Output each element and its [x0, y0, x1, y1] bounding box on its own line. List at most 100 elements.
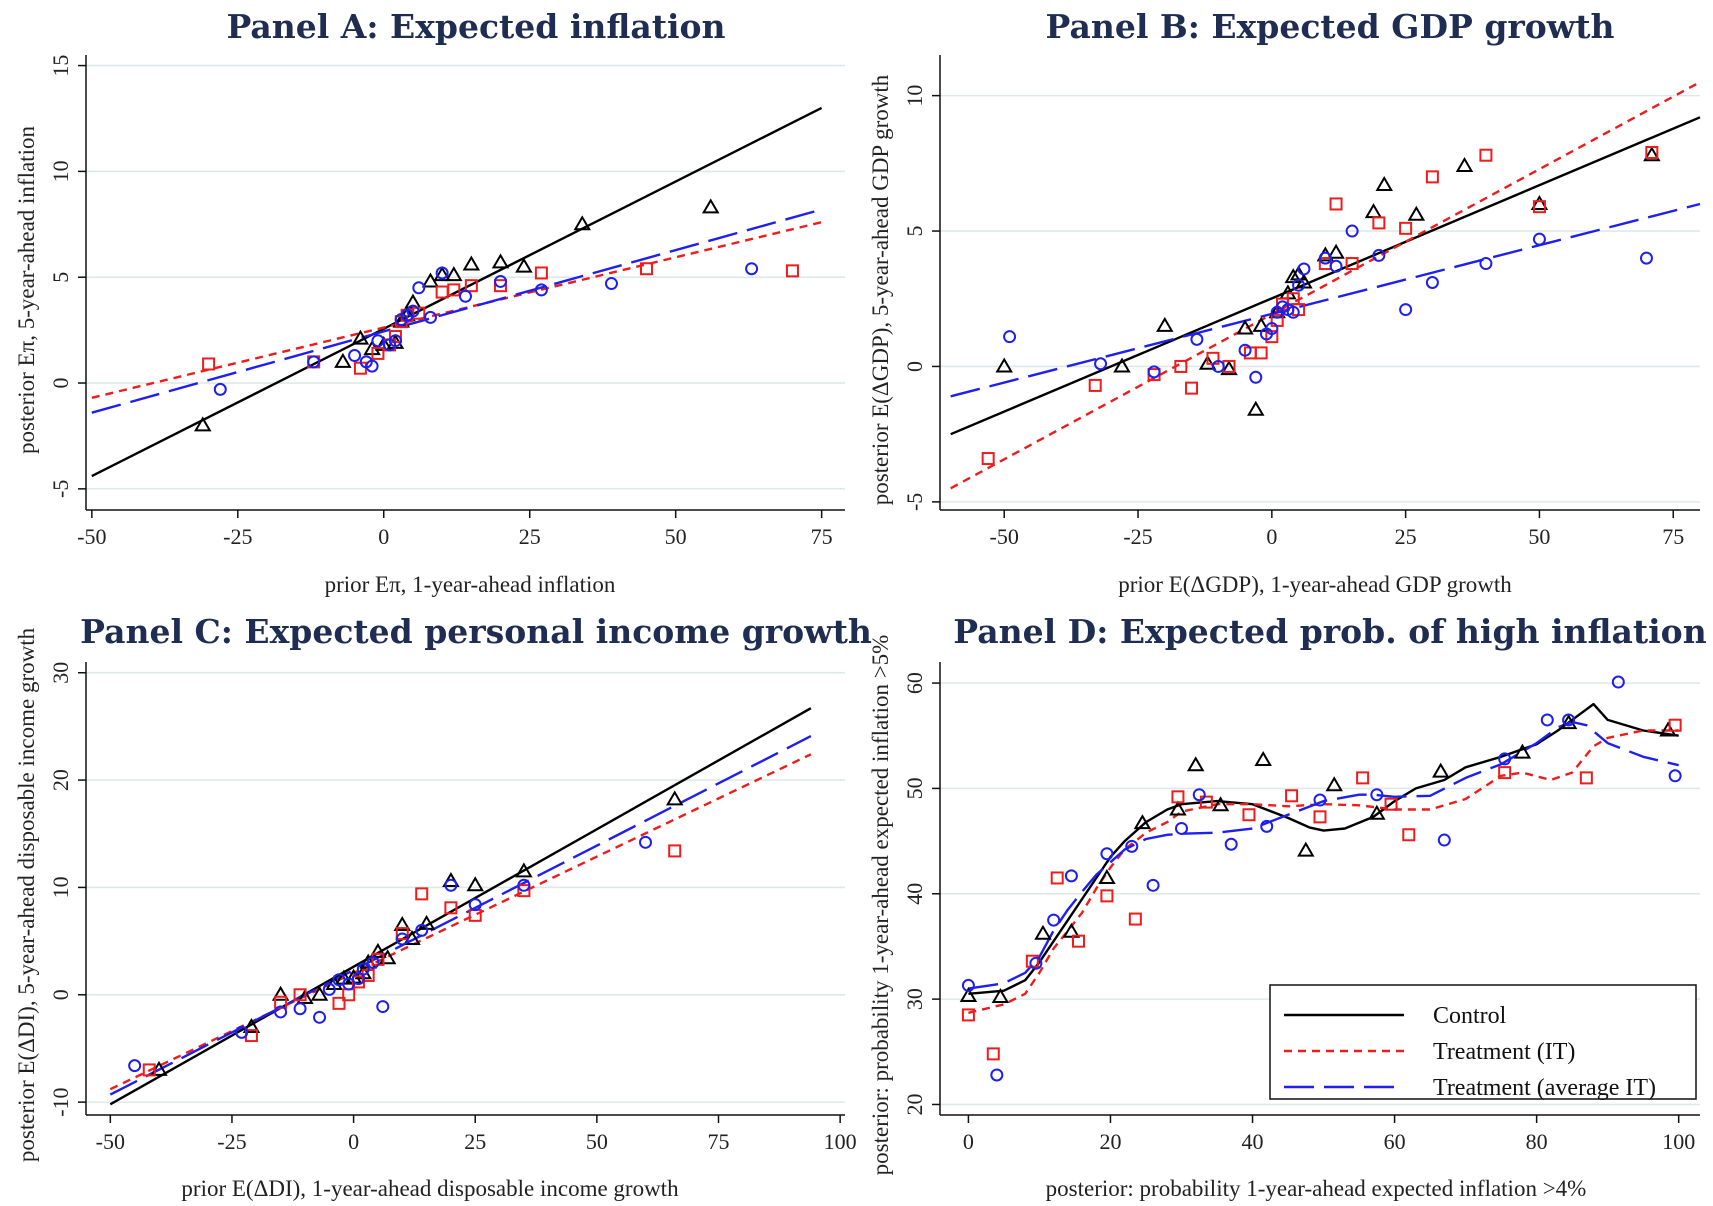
panel-c: -10 0 10 20 30 -50 -25 0 25 50 75 100 Panel C: Expe…	[14, 612, 872, 1201]
panel-c-control-point	[665, 790, 684, 806]
panel-b-x-tick-label: -50	[990, 524, 1019, 549]
panel-d-treatment-avg-point	[1146, 878, 1160, 892]
panel-c-control-point	[242, 1017, 261, 1033]
panel-c-treatment-avg-point	[415, 923, 429, 937]
panel-b-treatment-avg-point	[1639, 251, 1653, 265]
panel-c-ylabel: posterior E(ΔDI), 5-year-ahead disposabl…	[14, 627, 39, 1162]
panel-a-treatment-it-point	[435, 285, 449, 299]
panel-a-control-point	[351, 329, 370, 345]
panel-b-treatment-avg-fit-line	[950, 202, 1701, 398]
panel-b-title: Panel B: Expected GDP growth	[1046, 7, 1615, 46]
panel-d-ylabel: posterior: probability 1-year-ahead expe…	[868, 635, 893, 1176]
panel-a-treatment-it-point	[202, 357, 216, 371]
panel-a-control-point	[445, 266, 463, 282]
panel-c-treatment-avg-point	[444, 878, 458, 892]
panel-d-treatment-avg-point	[1224, 837, 1238, 851]
panel-c-treatment-it-point	[293, 988, 307, 1002]
panel-a-treatment-avg-point	[213, 382, 227, 396]
panel-b-xlabel: prior E(ΔGDP), 1-year-ahead GDP growth	[1118, 572, 1512, 597]
panel-a-treatment-it-point	[388, 329, 402, 343]
panel-b-treatment-it-point	[1174, 359, 1188, 373]
panel-d-treatment-avg-point	[1668, 769, 1682, 783]
panel-a-treatment-avg-point	[459, 289, 472, 303]
panel-c-treatment-avg-point	[356, 962, 370, 976]
panel-a-treatment-avg-point	[307, 355, 321, 369]
panel-a-treatment-avg-point	[348, 349, 362, 363]
panel-a-x-tick-label: -25	[223, 524, 252, 549]
panel-c-xlabel: prior E(ΔDI), 1-year-ahead disposable in…	[181, 1176, 679, 1201]
panel-b-treatment-it-point	[1329, 197, 1343, 211]
panel-b-y-tick-label: -5	[902, 493, 927, 511]
panel-d-control-point	[1062, 922, 1081, 938]
panel-a-y-tick-label: 5	[48, 272, 73, 283]
panel-a-control-point	[515, 257, 533, 273]
panel-c-y-tick-label: 0	[48, 989, 73, 1000]
legend-label-control: Control	[1433, 1003, 1507, 1029]
panel-c-y-tick-label: 30	[48, 662, 73, 684]
panel-a-y-tick-label: 0	[48, 378, 73, 389]
panel-d-control-point	[1098, 868, 1116, 884]
panel-d-treatment-avg-point	[1437, 833, 1451, 847]
panel-a-treatment-avg-point	[371, 334, 385, 348]
panel-b-control-point	[1236, 319, 1254, 335]
panel-d-y-tick-label: 60	[902, 672, 927, 694]
panel-a-control-point	[334, 352, 352, 368]
panel-d-treatment-it-fit-line	[968, 729, 1679, 1014]
panel-a-control-point	[194, 416, 212, 432]
panel-d-treatment-it-point	[1072, 934, 1086, 948]
panel-d-treatment-avg-point	[1370, 788, 1384, 802]
panel-a-xlabel: prior Eπ, 1-year-ahead inflation	[325, 572, 616, 597]
panel-d-treatment-avg-point	[990, 1068, 1004, 1082]
panel-c-treatment-avg-point	[235, 1025, 249, 1039]
panel-c-treatment-it-point	[517, 884, 531, 898]
panel-a-treatment-avg-point	[423, 310, 437, 324]
panel-c-treatment-avg-point	[322, 982, 336, 996]
panel-a-treatment-avg-point	[745, 262, 759, 276]
panel-d-control-point	[1559, 714, 1578, 730]
panel-d-control-point	[1297, 841, 1315, 857]
panel-c-treatment-it-point	[444, 901, 458, 915]
panel-a-title: Panel A: Expected inflation	[226, 7, 725, 46]
panel-b-treatment-avg-point	[1292, 278, 1306, 292]
panel-b-treatment-it-point	[1479, 148, 1493, 162]
panel-c-control-point	[393, 916, 411, 931]
panel-d-control-point	[991, 988, 1010, 1004]
panel-a-control-point	[491, 253, 510, 269]
panel-c-x-tick-label: -50	[96, 1129, 125, 1154]
legend-box	[1269, 984, 1697, 1100]
panel-d-x-tick-label: 40	[1242, 1129, 1264, 1154]
panel-a-treatment-it-point	[412, 306, 426, 320]
panel-b-treatment-avg-point	[1297, 262, 1311, 276]
panel-d-treatment-it-point	[1668, 718, 1682, 732]
panel-b-control-point	[1113, 357, 1131, 373]
panel-b-treatment-avg-point	[1003, 330, 1017, 344]
panel-d-treatment-avg-point	[1029, 956, 1043, 970]
panel-c-treatment-avg-point	[366, 956, 380, 970]
panel-b-x-tick-label: 0	[1266, 524, 1277, 549]
panel-d-control-point	[1659, 721, 1677, 737]
panel-d-treatment-avg-point	[1100, 847, 1114, 861]
legend-label-treatment-it: Treatment (IT)	[1433, 1039, 1575, 1065]
panel-c-treatment-avg-point	[342, 977, 356, 991]
panel-d-x-tick-label: 0	[963, 1129, 974, 1154]
panel-a-treatment-avg-point	[365, 359, 379, 373]
panel-c-plot-area: -10 0 10 20 30 -50 -25 0 25 50 75 100	[48, 662, 857, 1154]
panel-c-treatment-it-point	[274, 995, 288, 1009]
panel-d-treatment-avg-fit-line	[968, 720, 1679, 990]
panel-a-control-fit-line	[91, 106, 823, 478]
panel-c-control-point	[310, 985, 329, 1001]
panel-d-control-point	[1513, 743, 1532, 759]
panel-c-treatment-avg-point	[293, 1002, 307, 1016]
panel-d-y-tick-label: 30	[902, 988, 927, 1010]
panel-d-control-point	[1325, 776, 1343, 792]
panel-b-treatment-avg-point	[1286, 305, 1300, 319]
panel-b-treatment-it-point	[1532, 200, 1546, 214]
panel-d-treatment-it-point	[986, 1047, 1000, 1061]
panel-d-treatment-avg-point	[1125, 839, 1139, 853]
panel-c-y-tick-label: -10	[48, 1087, 73, 1116]
panel-d-treatment-it-point	[1313, 810, 1327, 824]
panel-d-treatment-it-point	[1356, 771, 1370, 785]
